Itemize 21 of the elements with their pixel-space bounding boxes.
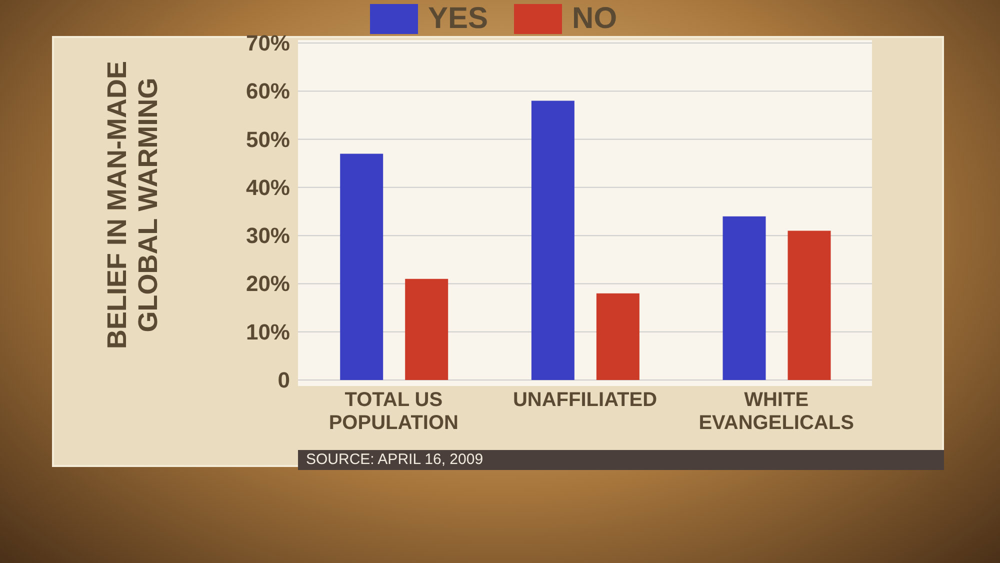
x-tick-label: WHITE EVANGELICALS bbox=[698, 389, 854, 434]
bar bbox=[531, 100, 574, 380]
y-tick-label: 10% bbox=[246, 319, 290, 344]
y-tick-label: 20% bbox=[246, 271, 290, 296]
y-tick-label: 70% bbox=[246, 30, 290, 56]
bar bbox=[596, 293, 640, 380]
x-tick-label: TOTAL US POPULATION bbox=[328, 389, 458, 434]
y-tick-label: 60% bbox=[246, 78, 290, 104]
y-tick-label: 30% bbox=[246, 223, 290, 248]
y-tick-label: 0 bbox=[278, 368, 290, 392]
y-tick-label: 50% bbox=[246, 126, 290, 152]
x-tick-label: UNAFFILIATED bbox=[512, 389, 658, 411]
y-axis-title: BELIEF IN MAN-MADE GLOBAL WARMING bbox=[102, 60, 164, 351]
y-tick-label: 40% bbox=[246, 174, 290, 200]
bar bbox=[405, 278, 448, 380]
bar bbox=[340, 154, 384, 380]
bar bbox=[788, 230, 831, 380]
legend-label: NO bbox=[572, 2, 618, 36]
source-note: SOURCE: APRIL 16, 2009 bbox=[298, 450, 944, 470]
bar bbox=[722, 216, 766, 380]
legend-label: YES bbox=[428, 2, 488, 36]
